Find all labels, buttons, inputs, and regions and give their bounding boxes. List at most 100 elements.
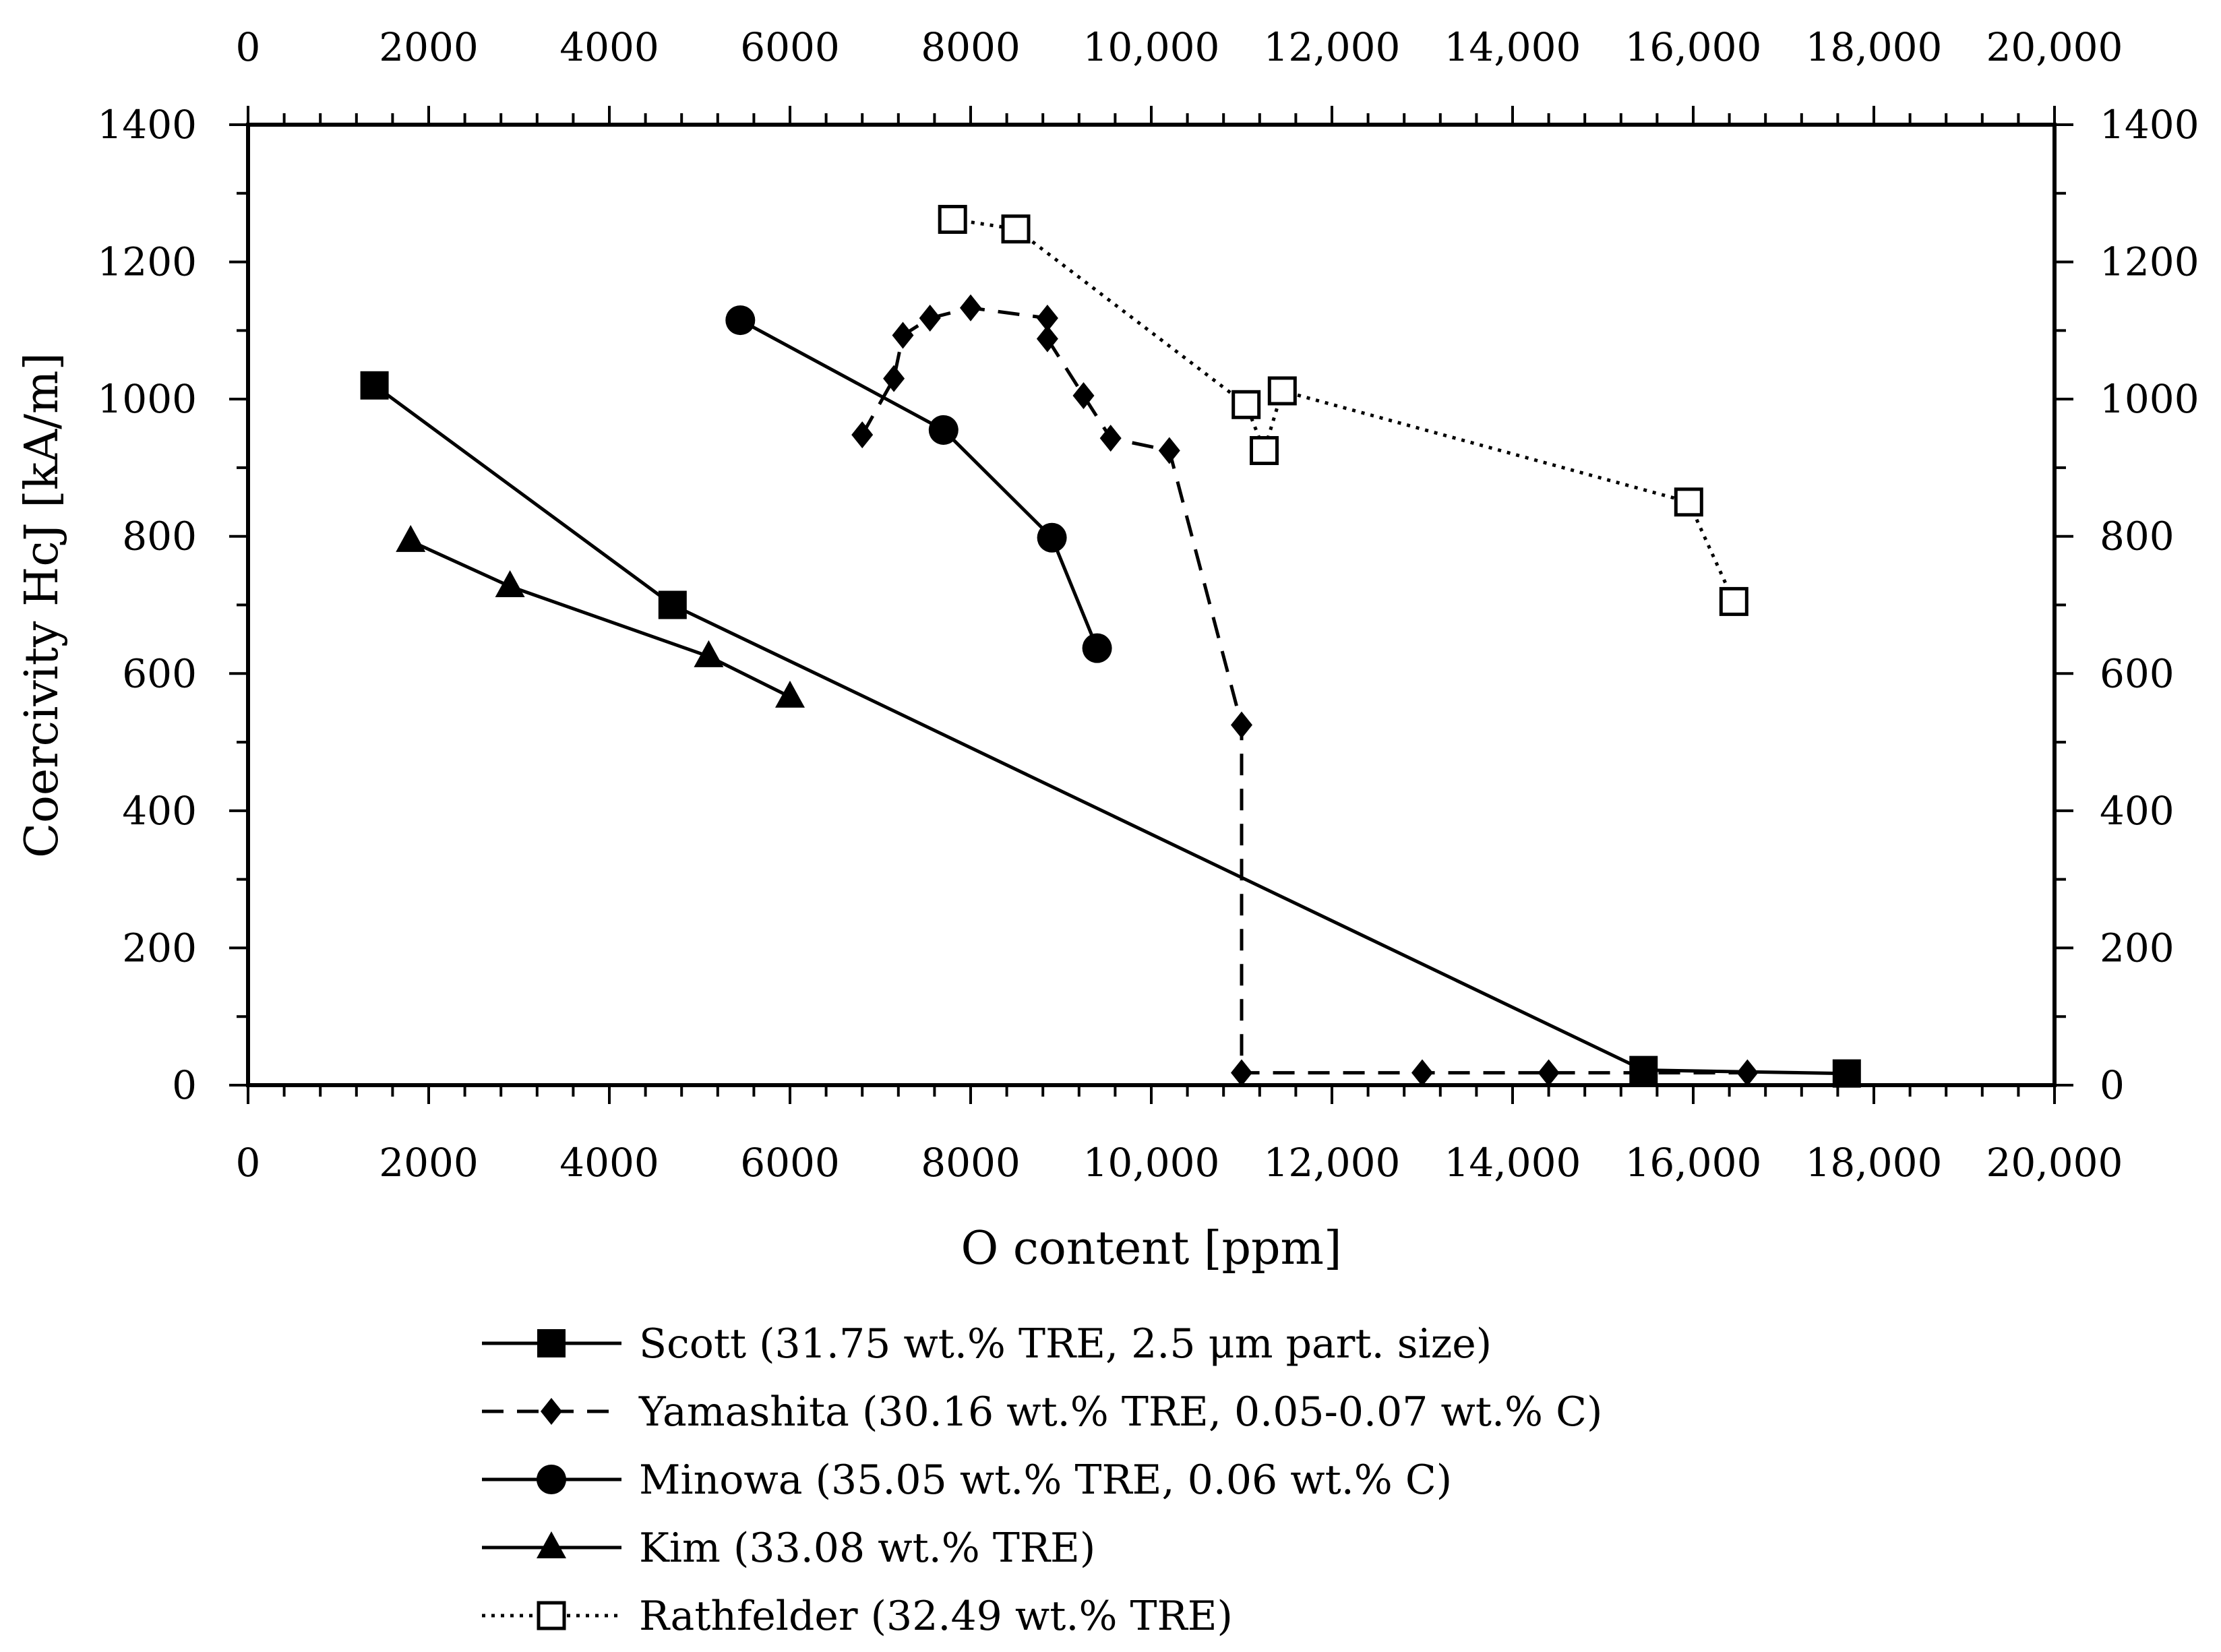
legend-marker [537, 1465, 566, 1494]
data-point [919, 305, 941, 332]
data-point [1231, 711, 1252, 739]
data-point [960, 294, 981, 322]
x-tick-label-top: 0 [236, 24, 261, 70]
axis-tick-labels: 002000200040004000600060008000800010,000… [97, 24, 2199, 1186]
x-tick-label-top: 4000 [559, 24, 659, 70]
data-point [1629, 1056, 1658, 1084]
data-point [775, 680, 805, 708]
y-tick-label-left: 600 [122, 650, 197, 696]
data-point [1036, 325, 1058, 353]
y-tick-label-right: 1400 [2100, 102, 2199, 148]
legend-item-5: Rathfelder (32.49 wt.% TRE) [482, 1593, 1233, 1640]
y-tick-label-left: 200 [122, 925, 197, 971]
y-axis-title: Coercivity HcJ [kA/m] [16, 353, 69, 858]
y-tick-label-left: 1200 [97, 239, 197, 285]
y-tick-label-right: 800 [2100, 514, 2174, 559]
data-point [1736, 1059, 1759, 1087]
y-tick-label-right: 600 [2100, 650, 2174, 696]
data-point [1036, 305, 1058, 332]
y-tick-label-left: 1000 [97, 376, 197, 422]
data-point [1072, 382, 1095, 410]
x-tick-label-top: 18,000 [1806, 24, 1943, 70]
data-point [495, 570, 525, 598]
y-tick-label-right: 1000 [2100, 376, 2199, 422]
data-point [851, 421, 874, 449]
legend-marker [541, 1398, 562, 1425]
x-tick-label-bottom: 6000 [740, 1140, 840, 1186]
x-tick-label-bottom: 2000 [379, 1140, 479, 1186]
data-point [360, 371, 389, 400]
data-point [1082, 633, 1112, 663]
legend: Scott (31.75 wt.% TRE, 2.5 μm part. size… [482, 1320, 1602, 1640]
x-tick-label-bottom: 12,000 [1264, 1140, 1401, 1186]
x-tick-label-bottom: 4000 [559, 1140, 659, 1186]
data-point [1411, 1059, 1433, 1087]
x-tick-label-top: 10,000 [1083, 24, 1220, 70]
y-tick-label-left: 0 [172, 1062, 197, 1108]
legend-label: Minowa (35.05 wt.% TRE, 0.06 wt.% C) [639, 1457, 1452, 1504]
data-point [928, 415, 959, 445]
data-point [1231, 1059, 1252, 1087]
data-point [892, 322, 914, 349]
y-tick-label-right: 0 [2100, 1062, 2125, 1108]
legend-item-1: Scott (31.75 wt.% TRE, 2.5 μm part. size… [482, 1320, 1492, 1368]
legend-marker [537, 1329, 566, 1357]
x-tick-label-top: 8000 [921, 24, 1021, 70]
x-tick-label-bottom: 8000 [921, 1140, 1021, 1186]
legend-label: Yamashita (30.16 wt.% TRE, 0.05-0.07 wt.… [638, 1388, 1602, 1436]
series-2 [851, 294, 1759, 1087]
y-tick-label-right: 400 [2100, 788, 2174, 834]
axis-ticks [229, 106, 2073, 1104]
y-tick-label-right: 1200 [2100, 239, 2199, 285]
series-line [410, 539, 791, 699]
x-tick-label-bottom: 0 [236, 1140, 261, 1186]
data-point [1250, 435, 1279, 465]
series-line [739, 318, 1099, 649]
x-tick-label-top: 14,000 [1444, 24, 1581, 70]
data-point [883, 365, 905, 392]
x-tick-label-top: 16,000 [1625, 24, 1762, 70]
data-point [1719, 586, 1748, 616]
legend-label: Rathfelder (32.49 wt.% TRE) [639, 1593, 1233, 1640]
y-tick-label-left: 800 [122, 514, 197, 559]
x-tick-label-bottom: 18,000 [1806, 1140, 1943, 1186]
legend-marker [537, 1531, 566, 1558]
data-point [1158, 437, 1180, 464]
data-point [658, 590, 687, 619]
series-4 [396, 524, 805, 708]
data-point [1231, 390, 1261, 419]
data-point [1099, 425, 1122, 452]
data-point [938, 204, 967, 234]
series-layer [360, 204, 1861, 1088]
data-point [1001, 214, 1031, 244]
data-point [396, 524, 426, 552]
legend-item-3: Minowa (35.05 wt.% TRE, 0.06 wt.% C) [482, 1457, 1452, 1504]
data-point [1267, 376, 1297, 406]
x-axis-title: O content [ppm] [961, 1222, 1341, 1275]
series-line [861, 306, 1748, 1075]
x-tick-label-top: 12,000 [1264, 24, 1401, 70]
x-tick-label-top: 6000 [740, 24, 840, 70]
data-point [1674, 487, 1703, 517]
legend-marker [537, 1601, 566, 1630]
data-point [1832, 1059, 1861, 1088]
y-tick-label-left: 400 [122, 788, 197, 834]
data-point [694, 640, 724, 667]
legend-item-4: Kim (33.08 wt.% TRE) [482, 1525, 1095, 1572]
data-point [725, 305, 756, 336]
x-tick-label-bottom: 20,000 [1986, 1140, 2123, 1186]
x-tick-label-bottom: 16,000 [1625, 1140, 1762, 1186]
legend-item-2: Yamashita (30.16 wt.% TRE, 0.05-0.07 wt.… [482, 1388, 1602, 1436]
x-tick-label-bottom: 10,000 [1083, 1140, 1220, 1186]
data-point [1538, 1059, 1560, 1087]
legend-label: Scott (31.75 wt.% TRE, 2.5 μm part. size… [639, 1320, 1492, 1368]
y-tick-label-left: 1400 [97, 102, 197, 148]
y-tick-label-right: 200 [2100, 925, 2174, 971]
x-tick-label-bottom: 14,000 [1444, 1140, 1581, 1186]
x-tick-label-top: 20,000 [1986, 24, 2123, 70]
series-5 [938, 204, 1748, 616]
data-point [1037, 522, 1067, 553]
series-3 [725, 305, 1112, 663]
